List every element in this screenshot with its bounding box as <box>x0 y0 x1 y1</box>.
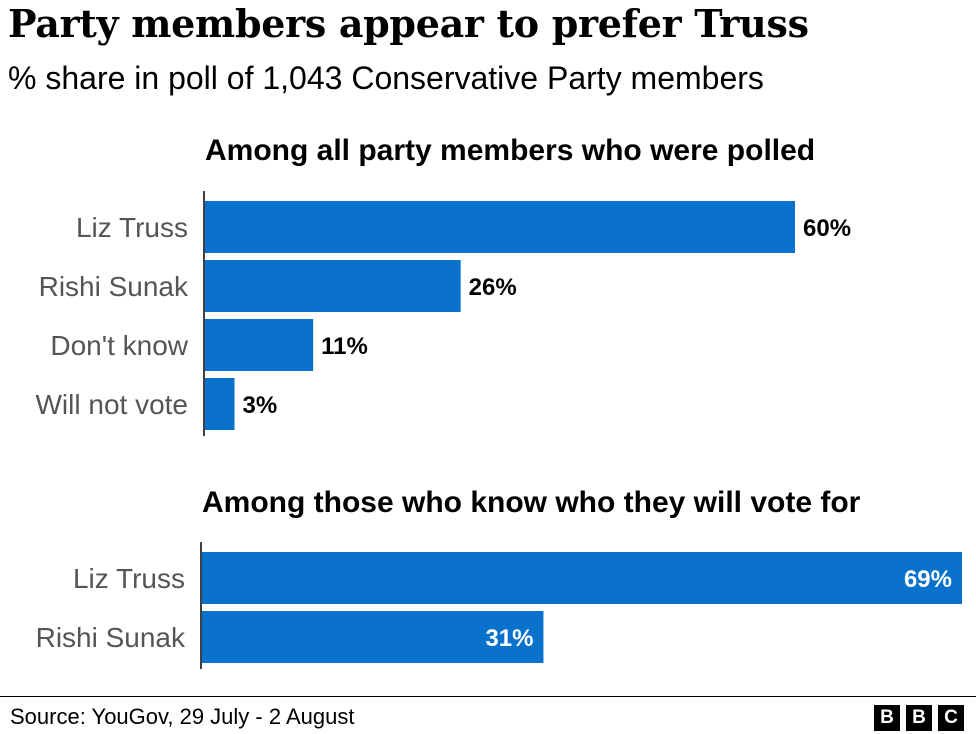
chart-subtitle: % share in poll of 1,043 Conservative Pa… <box>8 60 764 96</box>
category-label: Will not vote <box>36 389 189 420</box>
category-label: Don't know <box>50 330 188 361</box>
panel-title: Among those who know who they will vote … <box>202 486 861 519</box>
bar <box>205 378 235 430</box>
bar-charts: Among all party members who were polled … <box>36 134 962 669</box>
logo-letter: B <box>874 705 900 731</box>
value-label: 26% <box>469 274 517 301</box>
category-label: Liz Truss <box>73 563 185 594</box>
category-label: Rishi Sunak <box>39 271 189 302</box>
bar <box>205 201 795 253</box>
panel-title: Among all party members who were polled <box>205 134 815 167</box>
bar <box>202 611 544 663</box>
category-label: Rishi Sunak <box>36 622 186 653</box>
panel-all-members: Among all party members who were polled … <box>36 134 851 436</box>
category-label: Liz Truss <box>76 212 188 243</box>
bar <box>202 552 962 604</box>
logo-letter: C <box>938 705 964 731</box>
bar <box>205 260 461 312</box>
bar <box>205 319 314 371</box>
logo-letter: B <box>906 705 932 731</box>
value-label: 60% <box>803 215 851 242</box>
panel-decided-voters: Among those who know who they will vote … <box>36 486 962 669</box>
bbc-logo: B B C <box>874 705 964 731</box>
chart-title: Party members appear to prefer Truss <box>8 1 809 46</box>
footer: Source: YouGov, 29 July - 2 August B B C <box>0 696 976 734</box>
value-label: 3% <box>243 392 278 419</box>
value-label: 31% <box>485 625 533 652</box>
source-note: Source: YouGov, 29 July - 2 August <box>10 704 355 729</box>
value-label: 11% <box>321 333 368 360</box>
value-label: 69% <box>904 566 952 593</box>
